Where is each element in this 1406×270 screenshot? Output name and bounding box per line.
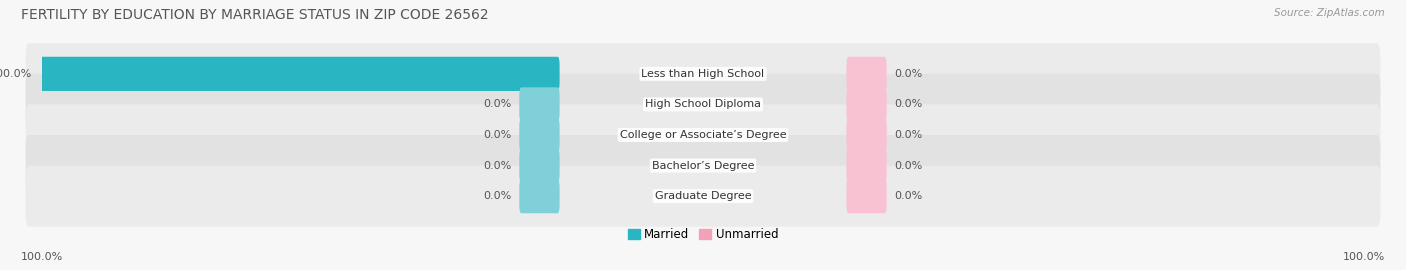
FancyBboxPatch shape — [519, 179, 560, 213]
Text: 0.0%: 0.0% — [894, 130, 922, 140]
FancyBboxPatch shape — [519, 118, 560, 152]
Text: 100.0%: 100.0% — [0, 69, 32, 79]
FancyBboxPatch shape — [846, 118, 887, 152]
FancyBboxPatch shape — [25, 43, 1381, 104]
Text: FERTILITY BY EDUCATION BY MARRIAGE STATUS IN ZIP CODE 26562: FERTILITY BY EDUCATION BY MARRIAGE STATU… — [21, 8, 489, 22]
Text: Bachelor’s Degree: Bachelor’s Degree — [652, 161, 754, 171]
Text: 0.0%: 0.0% — [894, 99, 922, 109]
Text: 0.0%: 0.0% — [484, 130, 512, 140]
Text: College or Associate’s Degree: College or Associate’s Degree — [620, 130, 786, 140]
FancyBboxPatch shape — [846, 148, 887, 183]
FancyBboxPatch shape — [846, 87, 887, 122]
FancyBboxPatch shape — [25, 166, 1381, 227]
Text: Less than High School: Less than High School — [641, 69, 765, 79]
FancyBboxPatch shape — [25, 104, 1381, 166]
Text: Graduate Degree: Graduate Degree — [655, 191, 751, 201]
Text: 0.0%: 0.0% — [894, 69, 922, 79]
FancyBboxPatch shape — [25, 135, 1381, 196]
Text: 0.0%: 0.0% — [484, 99, 512, 109]
Text: 100.0%: 100.0% — [1343, 252, 1385, 262]
Text: Source: ZipAtlas.com: Source: ZipAtlas.com — [1274, 8, 1385, 18]
Text: 0.0%: 0.0% — [484, 161, 512, 171]
FancyBboxPatch shape — [846, 57, 887, 91]
FancyBboxPatch shape — [41, 57, 560, 91]
FancyBboxPatch shape — [25, 74, 1381, 135]
Text: 0.0%: 0.0% — [894, 191, 922, 201]
Text: 0.0%: 0.0% — [484, 191, 512, 201]
FancyBboxPatch shape — [846, 179, 887, 213]
Legend: Married, Unmarried: Married, Unmarried — [623, 223, 783, 246]
Text: 0.0%: 0.0% — [894, 161, 922, 171]
Text: 100.0%: 100.0% — [21, 252, 63, 262]
Text: High School Diploma: High School Diploma — [645, 99, 761, 109]
FancyBboxPatch shape — [519, 87, 560, 122]
FancyBboxPatch shape — [519, 148, 560, 183]
